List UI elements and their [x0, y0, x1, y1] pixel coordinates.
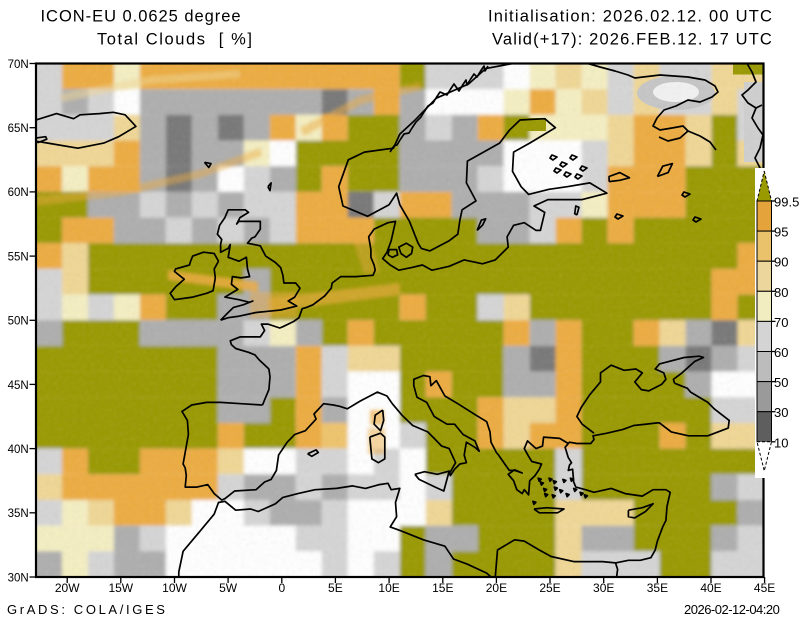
- svg-text:35E: 35E: [647, 581, 668, 595]
- svg-text:0: 0: [278, 581, 285, 595]
- svg-text:99.5: 99.5: [774, 195, 799, 210]
- svg-text:ICON-EU 0.0625 degree: ICON-EU 0.0625 degree: [41, 8, 242, 26]
- svg-text:60N: 60N: [8, 187, 29, 199]
- svg-text:20W: 20W: [55, 581, 80, 595]
- svg-text:10E: 10E: [378, 581, 399, 595]
- svg-text:30N: 30N: [8, 572, 29, 584]
- svg-text:45N: 45N: [8, 380, 29, 392]
- svg-text:GrADS: COLA/IGES: GrADS: COLA/IGES: [7, 602, 168, 617]
- svg-text:Initialisation: 2026.02.12. 00: Initialisation: 2026.02.12. 00 UTC: [488, 8, 773, 26]
- svg-text:15E: 15E: [432, 581, 453, 595]
- svg-text:2026-02-12-04:20: 2026-02-12-04:20: [684, 602, 780, 617]
- svg-text:40N: 40N: [8, 444, 29, 456]
- svg-text:10: 10: [774, 435, 788, 450]
- svg-text:80: 80: [774, 285, 788, 300]
- svg-text:60: 60: [774, 345, 788, 360]
- svg-text:Total Clouds [ %]: Total Clouds [ %]: [97, 31, 253, 49]
- svg-text:35N: 35N: [8, 508, 29, 520]
- svg-text:Valid(+17): 2026.FEB.12. 17 UT: Valid(+17): 2026.FEB.12. 17 UTC: [492, 31, 773, 49]
- svg-text:95: 95: [774, 225, 788, 240]
- svg-text:70N: 70N: [8, 59, 29, 71]
- svg-text:15W: 15W: [108, 581, 133, 595]
- svg-text:50: 50: [774, 375, 788, 390]
- svg-text:30E: 30E: [593, 581, 614, 595]
- svg-text:50N: 50N: [8, 316, 29, 328]
- svg-text:5E: 5E: [328, 581, 343, 595]
- svg-text:5W: 5W: [219, 581, 238, 595]
- svg-text:25E: 25E: [539, 581, 560, 595]
- svg-text:30: 30: [774, 405, 788, 420]
- svg-text:10W: 10W: [162, 581, 187, 595]
- svg-text:90: 90: [774, 255, 788, 270]
- svg-text:45E: 45E: [754, 581, 775, 595]
- svg-text:70: 70: [774, 315, 788, 330]
- svg-text:65N: 65N: [8, 123, 29, 135]
- svg-text:40E: 40E: [700, 581, 721, 595]
- svg-text:55N: 55N: [8, 251, 29, 263]
- svg-text:20E: 20E: [486, 581, 507, 595]
